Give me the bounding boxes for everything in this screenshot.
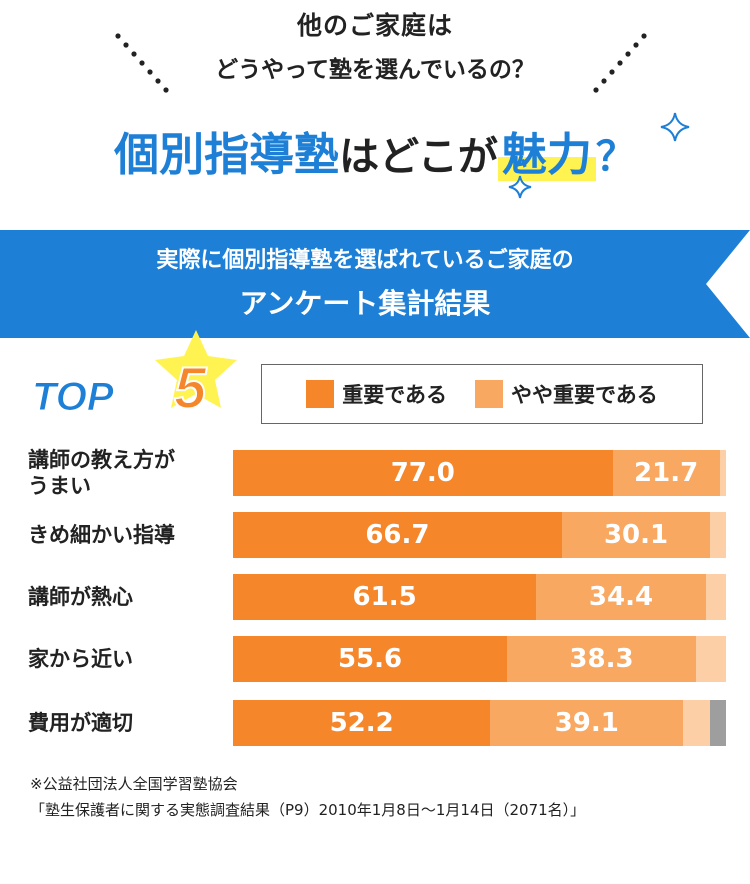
sparkle-icon (508, 175, 532, 199)
legend-label-important: 重要である (342, 383, 447, 407)
headline-mid: はどこが (339, 134, 498, 180)
headline-main: 個別指導塾 (114, 128, 340, 181)
banner-line2: アンケート集計結果 (239, 287, 491, 320)
bar-row: 66.7 30.1 (233, 512, 726, 558)
sparkle-icon (660, 112, 690, 142)
bar-category-label: 費用が適切 (28, 711, 133, 735)
bar-important: 52.2 (233, 700, 491, 746)
subtitle-line1: 他のご家庭は (296, 11, 453, 40)
headline-highlight: 魅力 (497, 128, 596, 181)
bar-important: 61.5 (233, 574, 537, 620)
bar-important: 55.6 (233, 636, 508, 682)
bar-somewhat: 34.4 (536, 574, 706, 620)
source-note-line2: 「塾生保護者に関する実態調査結果（P9）2010年1月8日〜1月14日（2071… (30, 801, 586, 819)
bar-somewhat: 38.3 (507, 636, 696, 682)
bar-somewhat: 30.1 (561, 512, 711, 558)
legend-swatch-important (306, 380, 335, 408)
bar-category-label: きめ細かい指導 (28, 523, 175, 547)
survey-banner (0, 230, 750, 338)
badge-top-text: TOP (32, 375, 114, 419)
bar-important: 77.0 (233, 450, 613, 496)
badge-number: 5 (174, 356, 207, 421)
bar-row: 61.5 34.4 (233, 574, 726, 620)
bar-row: 55.6 38.3 (233, 636, 726, 682)
bar-somewhat: 21.7 (612, 450, 720, 496)
bar-row: 77.0 21.7 (233, 450, 726, 496)
dotted-decoration-left (115, 33, 169, 93)
headline: 個別指導塾はどこが魅力？ (0, 118, 750, 183)
bar-important: 66.7 (233, 512, 562, 558)
bar-category-label: 講師が熱心 (28, 585, 133, 609)
bar-other (709, 700, 726, 746)
headline-question: ？ (595, 134, 636, 180)
source-note-line1: ※公益社団法人全国学習塾協会 (30, 775, 238, 793)
legend-label-somewhat: やや重要である (511, 383, 658, 407)
legend-swatch-somewhat (475, 380, 503, 408)
legend-item-somewhat: やや重要である (475, 379, 658, 409)
star-icon (155, 330, 237, 408)
bar-category-label: 講師の教え方が うまい (28, 448, 175, 498)
bar-row: 52.2 39.1 (233, 700, 726, 746)
bar-category-label: 家から近い (28, 647, 133, 671)
top5-badge: TOP 5 (32, 330, 237, 422)
subtitle-line2: どうやって塾を選んでいるの？ (215, 57, 535, 83)
bar-somewhat: 39.1 (490, 700, 684, 746)
chart-legend: 重要である やや重要である (261, 364, 703, 424)
legend-item-important: 重要である (306, 379, 447, 409)
banner-line1: 実際に個別指導塾を選ばれているご家庭の (156, 248, 574, 273)
dotted-decoration-right (593, 33, 647, 93)
